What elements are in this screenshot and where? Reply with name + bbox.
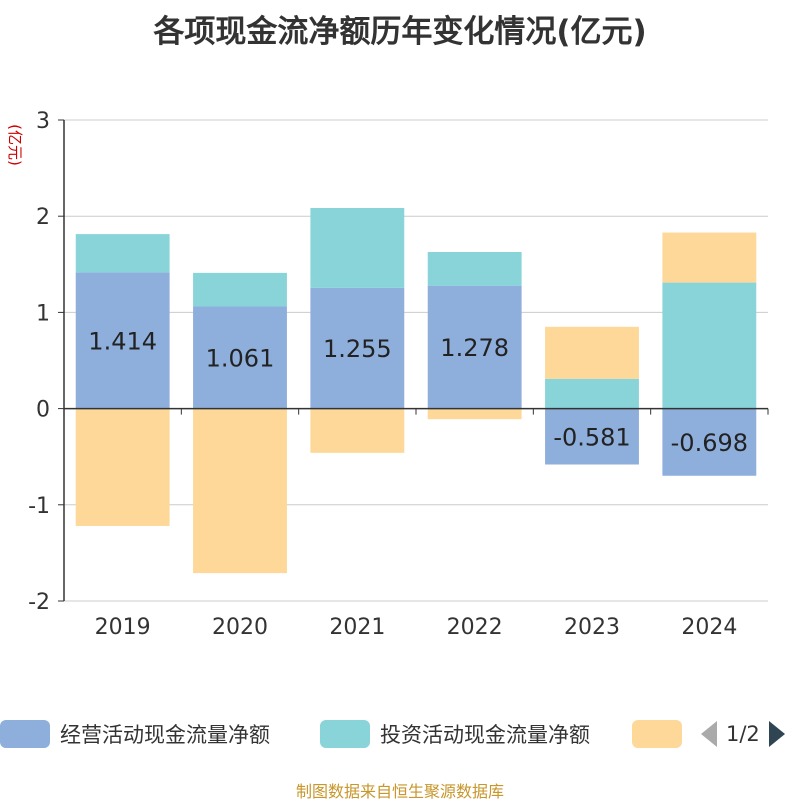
triangle-right-icon[interactable] (768, 720, 786, 748)
bar-data-label: -0.698 (671, 429, 748, 457)
legend-item-operating[interactable]: 经营活动现金流量净额 (0, 716, 270, 752)
bar-financing (310, 408, 405, 453)
legend-item-financing[interactable] (632, 716, 692, 752)
y-axis-unit-label: (亿元) (6, 124, 24, 166)
y-tick-label: 1 (36, 301, 50, 326)
x-tick-label: 2022 (447, 615, 503, 640)
triangle-left-icon[interactable] (700, 720, 718, 748)
x-tick-label: 2021 (329, 615, 385, 640)
bar-operating (662, 408, 757, 476)
bar-operating (427, 285, 522, 409)
bar-operating (545, 408, 639, 465)
legend-swatch-operating (0, 720, 50, 748)
bar-investing (193, 272, 287, 307)
y-tick-label: 3 (36, 109, 50, 134)
bar-financing (427, 408, 522, 420)
bar-investing (310, 208, 405, 288)
bar-operating (193, 306, 287, 409)
x-tick-label: 2019 (95, 615, 151, 640)
bar-data-label: 1.061 (206, 345, 275, 373)
bar-data-label: 1.255 (323, 335, 392, 363)
legend-pager: 1/2 (700, 716, 786, 752)
legend: 经营活动现金流量净额 投资活动现金流量净额 (0, 716, 800, 752)
x-tick-label: 2023 (564, 615, 620, 640)
legend-label-operating: 经营活动现金流量净额 (60, 723, 270, 747)
bar-financing (545, 326, 639, 379)
y-tick-label: 0 (36, 398, 50, 423)
bar-financing (75, 408, 170, 526)
bar-data-label: -0.581 (553, 424, 630, 452)
bar-investing (427, 251, 522, 286)
bar-investing (75, 234, 170, 273)
bar-data-label: 1.414 (88, 328, 157, 356)
bar-financing (193, 408, 287, 574)
legend-label-investing: 投资活动现金流量净额 (380, 723, 590, 747)
bar-operating (75, 272, 170, 409)
x-tick-label: 2024 (681, 615, 737, 640)
x-tick-label: 2020 (212, 615, 268, 640)
y-tick-label: 2 (36, 205, 50, 230)
data-source-note: 制图数据来自恒生聚源数据库 (295, 782, 504, 801)
bar-investing (545, 378, 639, 409)
chart-canvas: -2 -1 0 1 2 3 (亿元) 1.414 1.061 1.255 1.278 -0.581 -0… (6, 109, 769, 640)
bar-financing (662, 232, 757, 283)
y-tick-label: -2 (28, 590, 50, 615)
bar-operating (310, 287, 405, 409)
legend-swatch-financing (632, 720, 682, 748)
chart-title: 各项现金流净额历年变化情况(亿元) (153, 14, 647, 50)
legend-item-investing[interactable]: 投资活动现金流量净额 (320, 716, 590, 752)
legend-page-indicator: 1/2 (726, 722, 760, 746)
bar-investing (662, 282, 757, 409)
y-tick-label: -1 (28, 494, 50, 519)
bar-data-label: 1.278 (440, 334, 509, 362)
legend-swatch-investing (320, 720, 370, 748)
